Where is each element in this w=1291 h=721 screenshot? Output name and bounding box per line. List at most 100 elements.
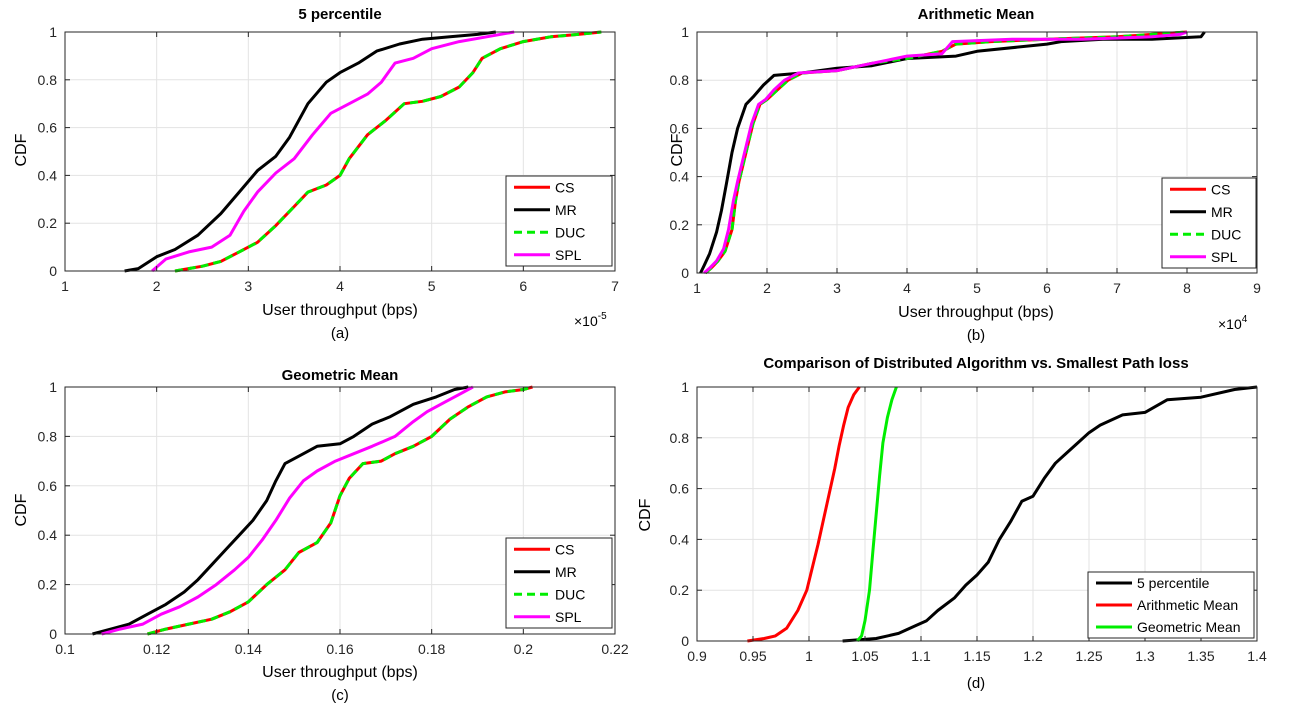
panel-b-ytick-label-4: 0.8	[670, 72, 690, 88]
panel-b-ytick-label-3: 0.6	[670, 120, 690, 136]
panel-b-ytick-label-0: 0	[681, 265, 689, 281]
panel-a-ytick-label-5: 1	[49, 24, 57, 40]
panel-a-ytick-label-1: 0.2	[38, 215, 58, 231]
panel-c-ytick-label-0: 0	[49, 626, 57, 642]
panel-d-ytick-label-0: 0	[681, 633, 689, 649]
panel-b-legend-label-1: MR	[1211, 204, 1233, 220]
panel-b-series-2	[704, 30, 1188, 275]
panel-d-series-0	[842, 385, 1258, 643]
panel-a-series-1	[124, 30, 496, 273]
panel-c-xtick-label-2: 0.14	[235, 641, 262, 657]
panel-a-legend-box	[505, 175, 613, 267]
panel-c-xtick-label-5: 0.2	[514, 641, 534, 657]
panel-b-xtick-label-0: 1	[693, 280, 701, 296]
panel-c-ytick-label-4: 0.8	[38, 428, 58, 444]
panel-d-xtick-label-8: 1.3	[1135, 648, 1155, 664]
panel-d-xtick-label-9: 1.35	[1187, 648, 1214, 664]
panel-b-xtick-label-3: 4	[903, 280, 911, 296]
panel-d-ytick-label-2: 0.4	[670, 531, 690, 547]
panel-b-ylabel: CDF	[669, 133, 686, 166]
panel-c-legend-label-1: MR	[555, 564, 577, 580]
panel-b-legend-label-2: DUC	[1211, 226, 1241, 242]
panel-b-xtick-label-8: 9	[1253, 280, 1261, 296]
panel-a-xtick-label-4: 5	[428, 278, 436, 294]
panel-b-series-3	[703, 30, 1188, 275]
panel-b-series-1	[699, 31, 1206, 274]
panel-a-ytick-label-0: 0	[49, 263, 57, 279]
panel-a-legend-label-3: SPL	[555, 247, 582, 263]
panel-b-xtick-label-2: 3	[833, 280, 841, 296]
panel-b-xtick-label-1: 2	[763, 280, 771, 296]
panel-d-xtick-label-2: 1	[805, 648, 813, 664]
panel-c-xtick-label-1: 0.12	[143, 641, 170, 657]
panel-a-plot: 1 2 3 4 5 6 7 0 0.2 0.4 0.6 0.8 1 CS MR DUC SPL	[38, 24, 620, 294]
panel-c-series-2	[147, 385, 533, 636]
panel-c-title: Geometric Mean	[282, 367, 399, 384]
panel-c-legend-label-2: DUC	[555, 586, 585, 602]
panel-d-legend-label-2: Geometric Mean	[1137, 619, 1240, 635]
panel-c-series-3	[101, 385, 474, 636]
panel-d-legend-label-1: Arithmetic Mean	[1137, 597, 1238, 613]
panel-a-title: 5 percentile	[298, 6, 381, 23]
panel-d-xtick-label-6: 1.2	[1023, 648, 1043, 664]
panel-b-ytick-label-2: 0.4	[670, 169, 690, 185]
panel-d-legend-label-0: 5 percentile	[1137, 575, 1210, 591]
panel-b-xtick-label-5: 6	[1043, 280, 1051, 296]
panel-c-xlabel: User throughput (bps)	[262, 664, 418, 681]
panel-c-legend-label-0: CS	[555, 541, 574, 557]
panel-c-plot: 0.1 0.12 0.14 0.16 0.18 0.2 0.22 0 0.2 0.4 0.6 0.8 1…	[38, 379, 629, 657]
panel-a-caption: (a)	[331, 325, 349, 342]
panel-d-xtick-label-0: 0.9	[687, 648, 707, 664]
panel-d-series-1	[747, 386, 861, 643]
panel-a-series-3	[151, 30, 515, 273]
panel-b-xtick-label-4: 5	[973, 280, 981, 296]
panel-b-legend-box	[1161, 177, 1257, 269]
panel-c-legend-box	[505, 537, 613, 629]
panel-a-xtick-label-2: 3	[244, 278, 252, 294]
panel-a-xtick-label-3: 4	[336, 278, 344, 294]
panel-c-xtick-label-3: 0.16	[326, 641, 353, 657]
panel-d-plot: 0.9 0.95 1 1.05 1.1 1.15 1.2 1.25 1.3 1.35 1.4 0 0.2…	[670, 379, 1267, 664]
panel-a-exponent: ×10-5	[574, 311, 607, 329]
panel-d-xtick-label-5: 1.15	[963, 648, 990, 664]
panel-d-ytick-label-5: 1	[681, 379, 689, 395]
panel-b-caption: (b)	[967, 327, 985, 344]
panel-a-xtick-label-0: 1	[61, 278, 69, 294]
panel-a-xtick-label-1: 2	[153, 278, 161, 294]
panel-d-caption: (d)	[967, 675, 985, 692]
panel-b-ytick-label-5: 1	[681, 24, 689, 40]
panel-a-ytick-label-3: 0.6	[38, 120, 58, 136]
panel-a-legend-label-2: DUC	[555, 224, 585, 240]
panel-d-xtick-label-3: 1.05	[851, 648, 878, 664]
panel-c-series-1	[92, 385, 469, 636]
panel-c-caption: (c)	[331, 687, 349, 704]
panel-b-exponent: ×104	[1218, 314, 1248, 332]
panel-b-ytick-label-1: 0.2	[670, 217, 690, 233]
panel-a-ytick-label-4: 0.8	[38, 72, 58, 88]
panel-c-ylabel: CDF	[13, 493, 30, 526]
panel-d-ylabel: CDF	[637, 498, 654, 531]
panel-d-series-2	[856, 386, 898, 642]
panel-b-legend-label-0: CS	[1211, 181, 1230, 197]
panel-b-xlabel: User throughput (bps)	[898, 304, 1054, 321]
panel-d-xtick-label-4: 1.1	[911, 648, 931, 664]
panel-c-ytick-label-1: 0.2	[38, 577, 58, 593]
panel-a-xtick-label-6: 7	[611, 278, 619, 294]
panel-b-series-0	[704, 30, 1188, 275]
panel-a-xlabel: User throughput (bps)	[262, 302, 418, 319]
panel-d-xtick-label-10: 1.4	[1247, 648, 1267, 664]
panel-a-legend-label-0: CS	[555, 179, 574, 195]
panel-d-ytick-label-3: 0.6	[670, 481, 690, 497]
panel-d-xtick-label-1: 0.95	[739, 648, 766, 664]
panel-c-ytick-label-3: 0.6	[38, 478, 58, 494]
panel-a-legend-label-1: MR	[555, 202, 577, 218]
panel-a-ytick-label-2: 0.4	[38, 167, 58, 183]
panel-c-ytick-label-5: 1	[49, 379, 57, 395]
panel-b-xtick-label-6: 7	[1113, 280, 1121, 296]
panel-c-xtick-label-0: 0.1	[55, 641, 75, 657]
panel-d-ytick-label-4: 0.8	[670, 430, 690, 446]
panel-a-ylabel: CDF	[13, 133, 30, 166]
panel-c-legend-label-3: SPL	[555, 609, 582, 625]
panel-b-xtick-label-7: 8	[1183, 280, 1191, 296]
